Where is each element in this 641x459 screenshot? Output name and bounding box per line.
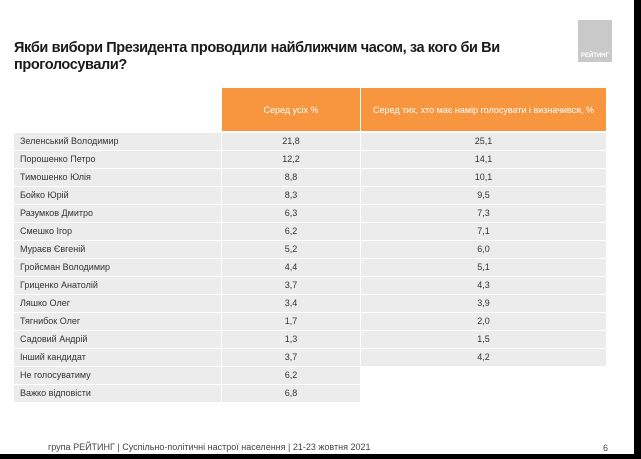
value-decided: 25,1 [361, 133, 606, 150]
candidate-name: Гриценко Анатолій [14, 277, 221, 294]
candidate-name: Тимошенко Юлія [14, 169, 221, 186]
value-all: 3,7 [222, 277, 360, 294]
value-all: 3,7 [222, 349, 360, 366]
candidate-name: Мураєв Євгеній [14, 241, 221, 258]
header-decided: Серед тих, хто має намір голосувати і ви… [361, 88, 606, 131]
value-all: 6,2 [222, 367, 360, 384]
candidate-name: Смешко Ігор [14, 223, 221, 240]
value-decided: 6,0 [361, 241, 606, 258]
value-all: 8,8 [222, 169, 360, 186]
candidate-name: Садовий Андрій [14, 331, 221, 348]
candidate-name: Не голосуватиму [14, 367, 221, 384]
value-all: 3,4 [222, 295, 360, 312]
value-decided: 9,5 [361, 187, 606, 204]
candidate-name: Ляшко Олег [14, 295, 221, 312]
header-all: Серед усіх % [222, 88, 360, 131]
value-decided: 1,5 [361, 331, 606, 348]
slide: Якби вибори Президента проводили найближ… [0, 0, 634, 454]
value-decided: 7,3 [361, 205, 606, 222]
value-all: 4,4 [222, 259, 360, 276]
value-all: 6,8 [222, 385, 360, 402]
value-decided: 4,3 [361, 277, 606, 294]
value-all: 5,2 [222, 241, 360, 258]
candidate-name: Інший кандидат [14, 349, 221, 366]
value-decided: 7,1 [361, 223, 606, 240]
value-all: 12,2 [222, 151, 360, 168]
value-decided: 4,2 [361, 349, 606, 366]
candidate-name: Гройсман Володимир [14, 259, 221, 276]
value-all: 6,3 [222, 205, 360, 222]
slide-title: Якби вибори Президента проводили найближ… [14, 40, 500, 73]
value-decided: 2,0 [361, 313, 606, 330]
logo-text: РЕЙТИНГ [580, 53, 610, 59]
candidate-name: Зеленський Володимир [14, 133, 221, 150]
value-decided: 14,1 [361, 151, 606, 168]
candidate-name: Порошенко Петро [14, 151, 221, 168]
candidate-name: Разумков Дмитро [14, 205, 221, 222]
page-number: 6 [603, 443, 609, 453]
value-all: 8,3 [222, 187, 360, 204]
value-decided: 5,1 [361, 259, 606, 276]
value-all: 1,3 [222, 331, 360, 348]
value-all: 21,8 [222, 133, 360, 150]
candidate-name: Бойко Юрій [14, 187, 221, 204]
value-decided: 3,9 [361, 295, 606, 312]
candidate-name: Тягнибок Олег [14, 313, 221, 330]
candidate-name: Важко відповісти [14, 385, 221, 402]
value-decided: 10,1 [361, 169, 606, 186]
footer: група РЕЙТИНГ | Суспільно-політичні наст… [48, 442, 371, 452]
value-all: 1,7 [222, 313, 360, 330]
rating-logo: РЕЙТИНГ [578, 20, 612, 62]
value-all: 6,2 [222, 223, 360, 240]
